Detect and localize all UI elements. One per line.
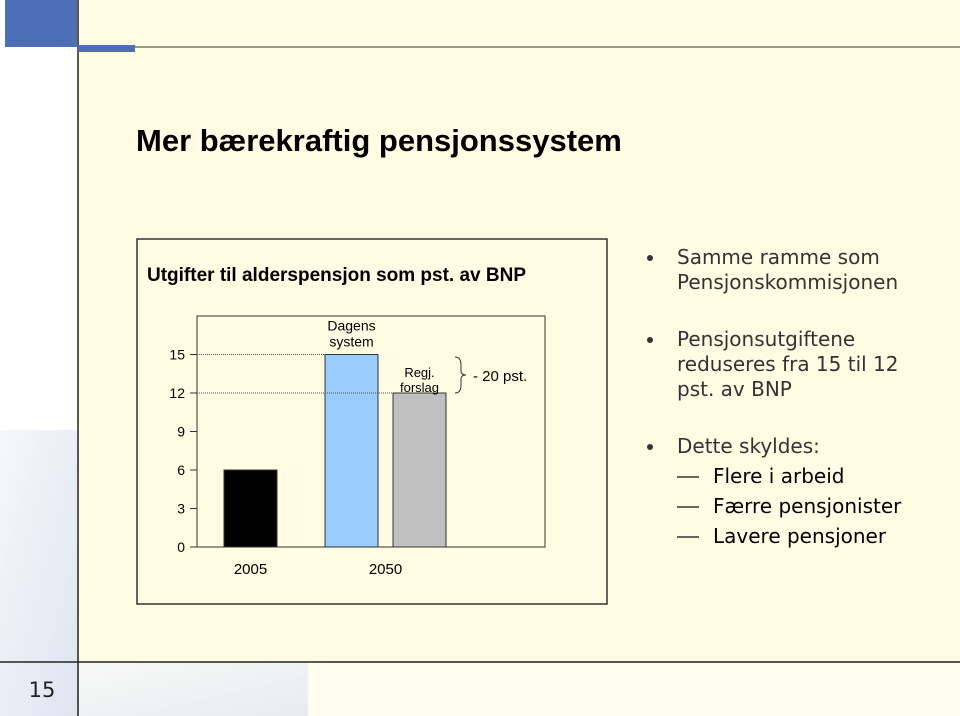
footer xyxy=(78,662,960,716)
slide-title: Mer bærekraftig pensjonssystem xyxy=(136,123,622,158)
bar-label: Regj. xyxy=(404,365,434,380)
decor xyxy=(78,662,308,716)
y-tick-label: 3 xyxy=(177,501,185,517)
brace xyxy=(454,356,467,394)
y-tick-label: 9 xyxy=(177,424,185,440)
bar xyxy=(392,392,447,548)
bullet-dot xyxy=(647,444,653,450)
bar xyxy=(324,354,379,548)
x-tick-label: 2050 xyxy=(369,561,402,578)
subitem-text: Færre pensjonister xyxy=(713,494,902,518)
y-tick-label: 0 xyxy=(177,539,185,555)
chart-title: Utgifter til alderspensjon som pst. av B… xyxy=(147,265,526,286)
bullet-text: Pensjonsutgiftene xyxy=(677,327,855,351)
bar-label: Dagens xyxy=(327,318,375,334)
y-tick-label: 12 xyxy=(169,385,185,401)
subitem-text: Lavere pensjoner xyxy=(713,524,887,548)
bar xyxy=(223,469,278,548)
bullet-text: pst. av BNP xyxy=(677,377,792,401)
x-tick-label: 2005 xyxy=(234,561,267,578)
decor xyxy=(0,430,78,716)
y-tick-label: 6 xyxy=(177,462,185,478)
bullet-text: Samme ramme som xyxy=(677,245,880,269)
logo-block xyxy=(5,0,77,47)
annotation: - 20 pst. xyxy=(473,368,527,385)
y-tick-label: 15 xyxy=(169,347,185,363)
accent xyxy=(78,45,135,52)
bullet-text: Pensjonskommisjonen xyxy=(677,270,898,294)
subitem-text: Flere i arbeid xyxy=(713,464,844,488)
bar-label: system xyxy=(329,334,373,350)
chart-frame xyxy=(136,238,608,605)
bar-label: forslag xyxy=(400,380,439,395)
bullet-dot xyxy=(647,255,653,261)
page-number: 15 xyxy=(29,678,56,702)
bullet-dot xyxy=(647,337,653,343)
bullet-text: Dette skyldes: xyxy=(677,434,820,458)
bullet-text: reduseres fra 15 til 12 xyxy=(677,352,899,376)
